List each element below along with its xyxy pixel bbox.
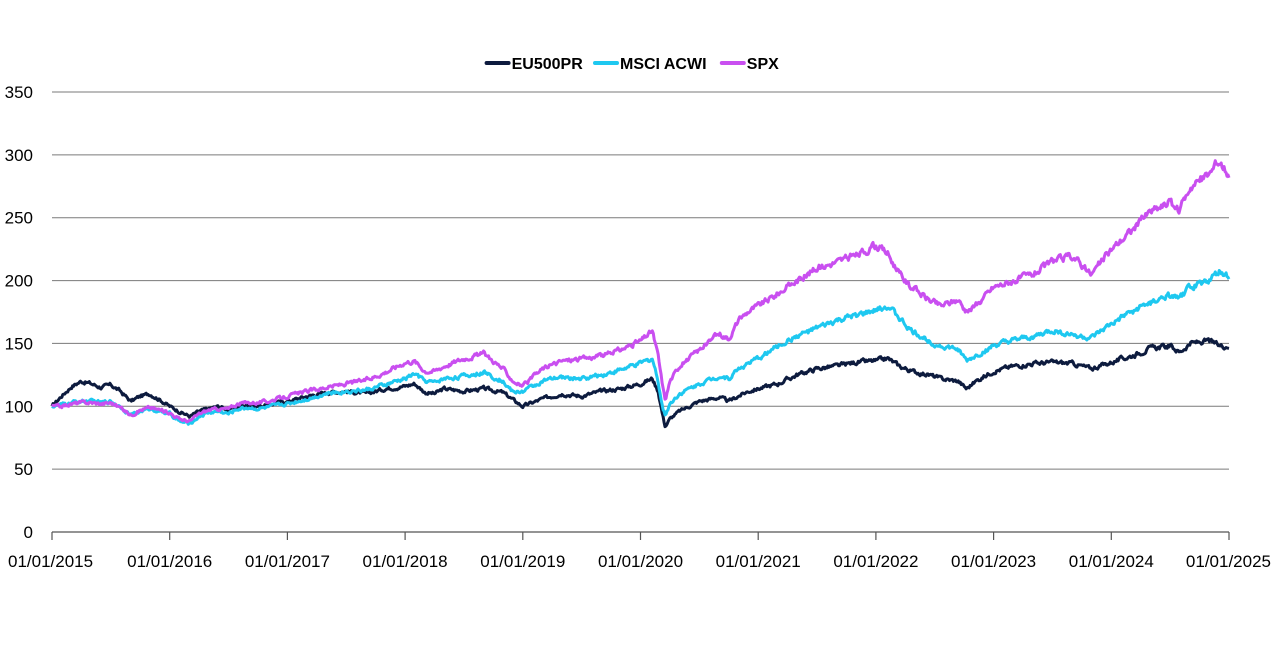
y-tick-label: 100: [5, 397, 33, 416]
x-tick-label: 01/01/2021: [716, 552, 801, 571]
y-tick-label: 50: [14, 460, 33, 479]
x-tick-label: 01/01/2015: [8, 552, 93, 571]
x-tick-label: 01/01/2025: [1186, 552, 1271, 571]
y-tick-label: 250: [5, 209, 33, 228]
y-tick-label: 0: [24, 523, 33, 542]
legend-label: MSCI ACWI: [620, 56, 707, 73]
y-tick-label: 200: [5, 272, 33, 291]
x-tick-label: 01/01/2022: [833, 552, 918, 571]
x-tick-label: 01/01/2024: [1069, 552, 1154, 571]
x-axis: 01/01/2015 01/01/2016 01/01/2017 01/01/2018…: [8, 531, 1271, 571]
y-axis-tick-labels: 0 50 100 150 200 250 300 350: [5, 83, 33, 542]
x-tick-label: 01/01/2016: [127, 552, 212, 571]
legend: EU500PR MSCI ACWI SPX: [484, 56, 779, 73]
x-tick-label: 01/01/2023: [951, 552, 1036, 571]
series-line-0: [50, 337, 1230, 429]
y-tick-label: 350: [5, 83, 33, 102]
series-lines: [50, 159, 1231, 429]
legend-item: MSCI ACWI: [593, 56, 707, 73]
legend-item: EU500PR: [484, 56, 584, 73]
series-line-2: [50, 159, 1231, 424]
x-tick-label: 01/01/2017: [245, 552, 330, 571]
legend-label: SPX: [747, 56, 779, 73]
legend-item: SPX: [719, 56, 779, 73]
y-tick-label: 150: [5, 334, 33, 353]
x-tick-label: 01/01/2019: [480, 552, 565, 571]
series-line-1: [51, 269, 1231, 426]
y-tick-label: 300: [5, 146, 33, 165]
x-tick-label: 01/01/2020: [598, 552, 683, 571]
x-tick-label: 01/01/2018: [363, 552, 448, 571]
legend-label: EU500PR: [512, 56, 584, 73]
